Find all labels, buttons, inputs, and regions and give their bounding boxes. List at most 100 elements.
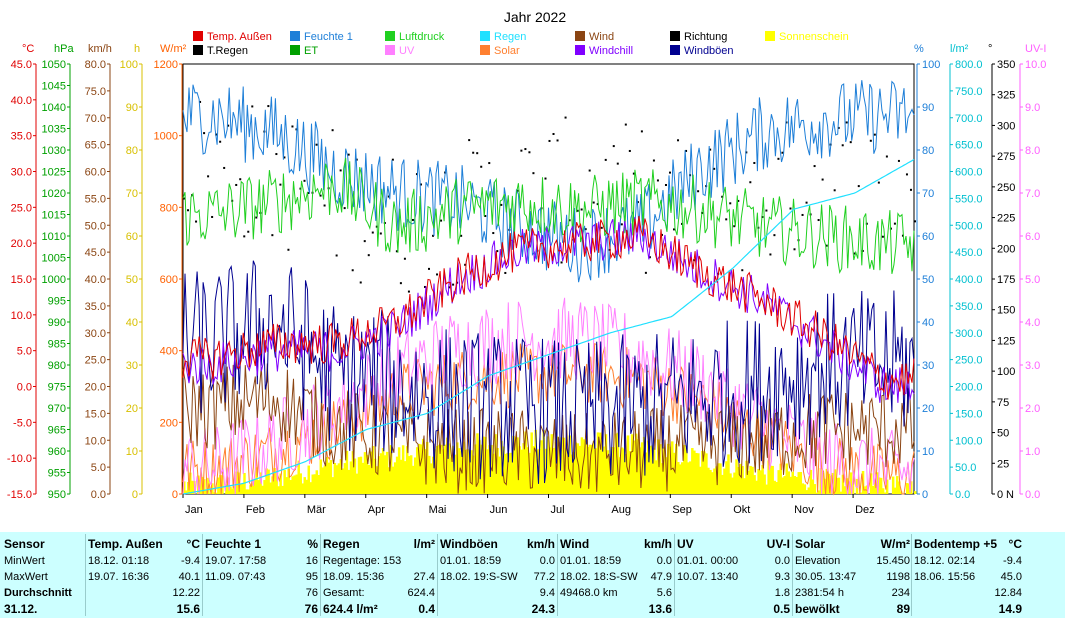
- sunshine-bar: [715, 466, 718, 494]
- sunshine-bar: [442, 449, 445, 494]
- sunshine-bar: [879, 477, 883, 494]
- direction-dot: [271, 234, 274, 237]
- left-axis-tick-label: 75.0: [85, 86, 106, 98]
- sunshine-bar: [598, 432, 602, 494]
- left-axis-tick-label: 1005: [42, 253, 66, 265]
- sunshine-bar: [403, 461, 407, 494]
- direction-dot: [648, 256, 651, 259]
- summary-row-label: 01.01. 18:59: [560, 555, 622, 567]
- sunshine-bar: [777, 470, 780, 494]
- sunshine-bar: [600, 440, 604, 494]
- sunshine-bar: [711, 472, 714, 494]
- sunshine-bar: [648, 445, 652, 494]
- direction-dot: [520, 149, 523, 152]
- sunshine-bar: [319, 459, 323, 494]
- right-axis-tick-label: 650.0: [955, 140, 983, 152]
- sunshine-bar: [773, 480, 776, 494]
- sunshine-bar: [677, 461, 680, 494]
- sunshine-bar: [725, 461, 728, 494]
- sunshine-bar: [183, 481, 186, 494]
- sunshine-bar: [899, 491, 903, 494]
- sunshine-bar: [775, 482, 778, 494]
- sunshine-bar: [685, 448, 688, 494]
- sunshine-bar: [317, 475, 321, 494]
- sunshine-bar: [399, 459, 403, 494]
- sunshine-bar: [373, 458, 377, 494]
- sunshine-bar: [199, 480, 202, 494]
- sensor-row-last: 31.12.: [4, 602, 38, 616]
- direction-dot: [359, 281, 362, 284]
- summary-header-label: Feuchte 1: [205, 537, 262, 551]
- summary-separator: [85, 534, 86, 616]
- sunshine-bar: [699, 466, 702, 494]
- summary-separator: [437, 534, 438, 616]
- sunshine-bar: [905, 483, 909, 494]
- left-axis-tick-label: 25.0: [85, 355, 106, 367]
- sunshine-bar: [675, 443, 678, 494]
- sensor-row-avg: Durchschnitt: [4, 587, 72, 599]
- left-axis-tick-label: 970: [48, 403, 66, 415]
- direction-dot: [564, 116, 567, 119]
- sunshine-bar: [550, 434, 554, 494]
- sunshine-bar: [367, 464, 371, 494]
- sunshine-bar: [841, 474, 845, 494]
- left-axis-tick-label: 10.0: [85, 435, 106, 447]
- summary-last-value: 76: [304, 602, 318, 616]
- direction-dot: [877, 181, 880, 184]
- left-axis-unit: hPa: [54, 43, 74, 55]
- sunshine-bar: [783, 476, 786, 494]
- left-axis-tick-label: 965: [48, 425, 66, 437]
- left-axis-tick-label: 1035: [42, 124, 66, 136]
- direction-dot: [789, 207, 792, 210]
- direction-dot: [881, 235, 884, 238]
- summary-last-value: 0.4: [418, 602, 435, 616]
- right-axis-tick-label: 325: [997, 90, 1015, 102]
- sunshine-bar: [755, 480, 758, 494]
- month-label: Jan: [185, 504, 203, 516]
- direction-dot: [733, 225, 736, 228]
- direction-dot: [813, 165, 816, 168]
- direction-dot: [488, 162, 491, 165]
- left-axis-tick-label: -10.0: [7, 453, 32, 465]
- direction-dot: [640, 130, 643, 133]
- sunshine-bar: [341, 468, 345, 494]
- direction-dot: [741, 269, 744, 272]
- left-axis-tick-label: 60: [126, 231, 138, 243]
- sunshine-bar: [809, 469, 813, 494]
- sunshine-bar: [701, 450, 704, 494]
- sunshine-bar: [909, 481, 913, 494]
- summary-row-value: 5.6: [656, 587, 672, 599]
- left-axis-tick-label: 1200: [154, 59, 178, 71]
- left-axis-tick-label: 1010: [42, 231, 66, 243]
- summary-last-label: 624.4 l/m²: [323, 602, 378, 616]
- summary-last-value: 14.9: [998, 602, 1022, 616]
- direction-dot: [267, 105, 270, 108]
- sunshine-bar: [733, 472, 736, 494]
- direction-dot: [749, 181, 752, 184]
- left-axis-tick-label: 50: [126, 274, 138, 286]
- legend-label: Sonnenschein: [779, 31, 849, 43]
- direction-dot: [428, 267, 431, 270]
- sunshine-bar: [448, 443, 451, 494]
- sunshine-bar: [327, 462, 331, 494]
- left-axis-tick-label: 400: [160, 346, 178, 358]
- plot-series: [182, 80, 917, 496]
- sunshine-bar: [813, 484, 817, 494]
- summary-separator: [557, 534, 558, 616]
- left-axis-tick-label: 80: [126, 145, 138, 157]
- sunshine-bar: [851, 483, 855, 494]
- direction-dot: [307, 192, 310, 195]
- sunshine-bar: [765, 484, 768, 494]
- sunshine-bar: [556, 436, 560, 494]
- sunshine-bar: [817, 490, 821, 494]
- sunshine-bar: [614, 433, 618, 494]
- summary-header-value: W/m²: [880, 537, 910, 551]
- left-axis-tick-label: 5.0: [17, 346, 32, 358]
- summary-sensor: Sensor MinWert MaxWert Durchschnitt 31.1…: [4, 532, 84, 618]
- sunshine-bar: [203, 479, 206, 494]
- direction-dot: [532, 172, 535, 175]
- direction-dot: [785, 121, 788, 124]
- sunshine-bar: [305, 479, 309, 494]
- right-axis-tick-label: 125: [997, 335, 1015, 347]
- sensor-row-min: MinWert: [4, 555, 45, 567]
